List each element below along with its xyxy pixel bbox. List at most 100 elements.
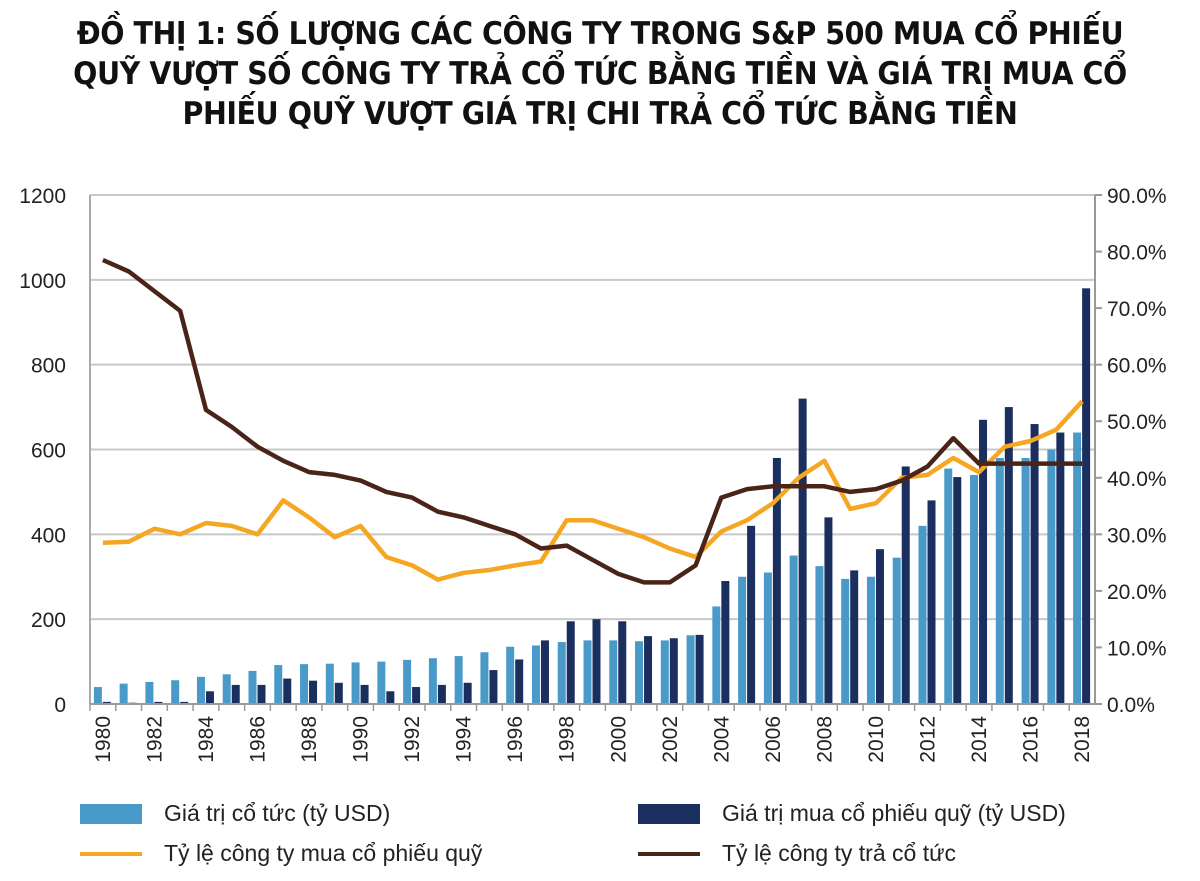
bar-buybacks [695,634,704,704]
bar-dividends [248,670,257,704]
bar-dividends [815,566,824,704]
bar-buybacks [566,621,575,704]
bar-dividends [274,664,283,704]
bar-dividends [119,683,128,704]
bar-dividends [763,572,772,704]
bar-dividends [531,645,540,704]
x-tick-label: 2016 [1020,716,1043,763]
bar-buybacks [1056,432,1065,704]
title-line: PHIẾU QUỸ VƯỢT GIÁ TRỊ CHI TRẢ CỔ TỨC BẰ… [182,96,1018,132]
bar-buybacks [437,684,446,704]
bar-dividends [635,641,644,704]
x-tick-label: 2018 [1071,716,1094,763]
bar-dividends [93,687,102,704]
bar-buybacks [618,621,627,704]
y-tick-right: 20.0% [1107,581,1167,604]
bar-dividends [841,578,850,704]
bar-buybacks [309,680,318,704]
legend-label: Giá trị mua cổ phiếu quỹ (tỷ USD) [722,800,1066,826]
legend-swatch [638,803,700,824]
bar-buybacks [180,701,189,704]
bar-buybacks [592,619,601,704]
x-tick-label: 1980 [92,716,115,763]
y-tick-left: 200 [31,609,66,632]
x-tick-label: 1996 [504,716,527,763]
legend-swatch [80,803,142,824]
x-tick-label: 2008 [813,716,836,763]
bar-buybacks [257,684,266,704]
bar-dividends [171,680,180,704]
bar-dividends [1021,457,1030,704]
y-tick-left: 600 [31,440,66,463]
bar-buybacks [669,638,678,704]
bar-buybacks [283,678,292,704]
bar-buybacks [1030,424,1039,704]
legend-label: Tỷ lệ công ty mua cổ phiếu quỹ [164,840,483,866]
legend-label: Tỷ lệ công ty trả cổ tức [722,840,956,866]
y-tick-right: 60.0% [1107,355,1167,378]
x-tick-label: 1986 [247,716,270,763]
x-tick-label: 1982 [143,716,166,763]
y-tick-right: 30.0% [1107,524,1167,547]
x-tick-label: 2014 [968,716,991,763]
legend-swatch [638,851,700,856]
legend-swatch [80,851,142,856]
bar-dividends [918,525,927,704]
bar-dividends [428,658,437,704]
bar-dividends [686,635,695,704]
legend-item-dividend-ratio: Tỷ lệ công ty trả cổ tức [638,840,956,867]
bar-buybacks [798,398,807,704]
y-tick-right: 70.0% [1107,298,1167,321]
line-dividend-ratio [101,257,1083,585]
bar-dividends [712,606,721,704]
bar-buybacks [979,419,988,704]
bar-buybacks [850,570,859,704]
bar-buybacks [412,687,421,704]
y-tick-right: 80.0% [1107,242,1167,265]
bar-buybacks [953,477,962,704]
bar-buybacks [386,691,395,704]
y-tick-left: 800 [31,355,66,378]
bar-buybacks [102,701,111,704]
bar-buybacks [154,701,163,704]
bar-dividends [145,681,154,704]
bar-dividends [609,640,618,704]
x-tick-label: 1988 [298,716,321,763]
y-tick-right: 90.0% [1107,185,1167,208]
x-tick-label: 2000 [607,716,630,763]
bar-buybacks [1004,407,1013,704]
bar-dividends [866,576,875,704]
bar-buybacks [360,684,369,704]
x-tick-label: 2006 [762,716,785,763]
bar-dividends [738,576,747,704]
bar-buybacks [721,580,730,704]
bar-dividends [789,555,798,704]
title-line: QUỸ VƯỢT SỐ CÔNG TY TRẢ CỔ TỨC BẰNG TIỀN… [73,56,1127,92]
bar-dividends [454,656,463,704]
bar-dividends [377,661,386,704]
bar-buybacks [463,682,472,704]
bar-dividends [970,474,979,704]
bar-dividends [995,457,1004,704]
bar-buybacks [540,640,549,704]
y-tick-left: 400 [31,524,66,547]
bar-buybacks [489,670,498,704]
y-tick-left: 1200 [19,185,66,208]
bar-dividends [480,652,489,704]
bar-dividends [325,663,334,704]
legend-item-buyback-ratio: Tỷ lệ công ty mua cổ phiếu quỹ [80,840,482,867]
x-tick-label: 1984 [195,716,218,763]
x-tick-label: 2012 [917,716,940,763]
bar-dividends [1073,432,1082,704]
bar-buybacks [824,517,833,704]
x-tick-label: 1998 [556,716,579,763]
chart-title: ĐỒ THỊ 1: SỐ LƯỢNG CÁC CÔNG TY TRONG S&P… [48,14,1152,134]
bar-dividends [351,662,360,704]
bar-buybacks [1082,288,1091,704]
line-buyback-ratio [102,399,1084,582]
bar-dividends [944,468,953,704]
title-line: ĐỒ THỊ 1: SỐ LƯỢNG CÁC CÔNG TY TRONG S&P… [76,16,1124,52]
bar-dividends [403,659,412,704]
legend-item-dividends: Giá trị cổ tức (tỷ USD) [80,800,390,827]
